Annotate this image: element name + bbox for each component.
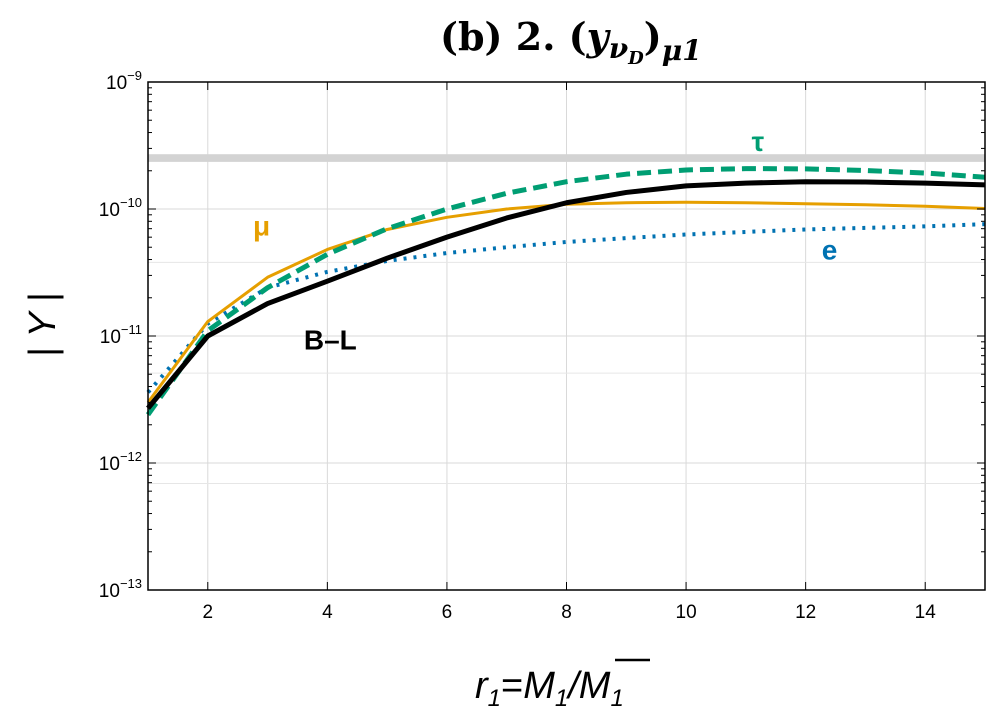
- x-label-m: M: [523, 665, 555, 707]
- x-axis-label: r1=M1/M1: [475, 665, 624, 712]
- x-label-mbar-sub: 1: [610, 685, 623, 712]
- x-tick-label: 14: [915, 602, 937, 623]
- series-label: e: [822, 235, 838, 266]
- x-tick-label: 12: [795, 602, 816, 623]
- x-label-eq: =: [501, 665, 523, 707]
- title-close: ): [644, 14, 662, 59]
- x-label-slash: /: [565, 665, 582, 707]
- x-label-r-sub: 1: [488, 685, 501, 712]
- title-var-subsub: D: [627, 48, 644, 69]
- y-tick-base: 10: [100, 327, 121, 348]
- y-tick-label: 10−12: [99, 449, 142, 475]
- series-line: [146, 222, 986, 394]
- title-index: μ1: [662, 34, 702, 67]
- chart-title: (b) 2. (yνD)μ1: [440, 14, 702, 69]
- y-tick-label: 10−10: [99, 195, 142, 221]
- reference-band-layer: [148, 154, 985, 162]
- y-tick-base: 10: [99, 454, 120, 475]
- y-tick-exponent: −11: [121, 322, 142, 337]
- title-var-sub: ν: [609, 32, 628, 65]
- series-line: [145, 166, 986, 417]
- y-tick-label: 10−9: [106, 68, 142, 94]
- series-label: μ: [253, 210, 270, 241]
- title-var: y: [586, 14, 612, 59]
- y-tick-base: 10: [99, 200, 120, 221]
- x-tick-label: 2: [202, 602, 213, 623]
- x-label-mbar: M: [579, 665, 611, 707]
- x-label-m-sub: 1: [555, 685, 568, 712]
- y-tick-label: 10−13: [99, 576, 142, 602]
- y-tick-base: 10: [99, 581, 120, 602]
- y-tick-exponent: −12: [120, 449, 142, 464]
- x-tick-label: 4: [322, 602, 333, 623]
- series-label: τ: [752, 126, 765, 157]
- y-tick-label: 10−11: [100, 322, 142, 348]
- reference-band: [148, 154, 985, 162]
- y-axis-label: | Y |: [22, 293, 64, 358]
- title-prefix: (b) 2. (: [440, 14, 587, 59]
- x-tick-label: 6: [442, 602, 453, 623]
- y-tick-exponent: −9: [127, 68, 142, 83]
- y-tick-base: 10: [106, 73, 127, 94]
- series-line: [146, 179, 986, 410]
- x-label-r: r: [475, 665, 489, 707]
- annotation-layer: μ τ e B–L: [253, 126, 837, 355]
- y-tick-exponent: −13: [120, 576, 142, 591]
- x-tick-label: 8: [561, 602, 572, 623]
- x-tick-label: 10: [676, 602, 697, 623]
- y-tick-exponent: −10: [120, 195, 142, 210]
- series-label: B–L: [304, 325, 357, 356]
- series-layer: [145, 166, 986, 417]
